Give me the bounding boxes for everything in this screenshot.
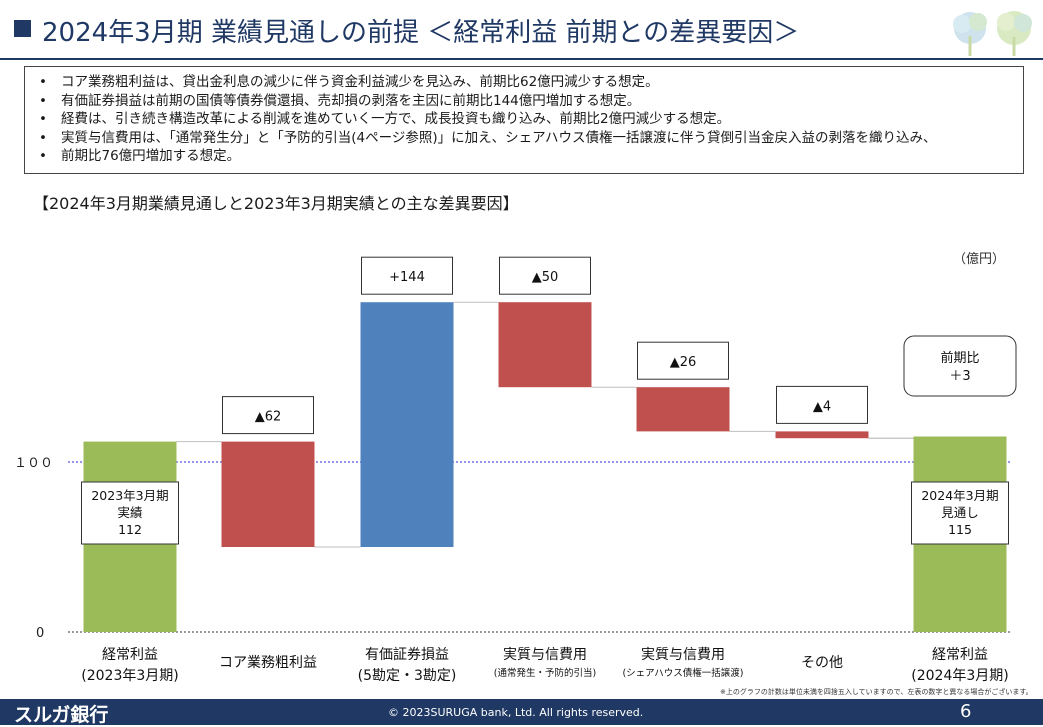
title-square-icon	[14, 20, 31, 37]
page-number: 6	[960, 701, 972, 722]
y-tick-100: １００	[14, 456, 53, 471]
brand-logo: スルガ銀行	[14, 704, 109, 726]
copyright: © 2023SURUGA bank, Ltd. All rights reser…	[388, 706, 644, 719]
summary-callout-line-1: ＋3	[949, 369, 970, 384]
category-label-3-0: 実質与信費用	[503, 647, 587, 663]
footer-bar: スルガ銀行 © 2023SURUGA bank, Ltd. All rights…	[0, 699, 1043, 726]
page-title: 2024年3月期 業績見通しの前提 ＜経常利益 前期との差異要因＞	[42, 18, 800, 48]
chart-title: 【2024年3月期業績見通しと2023年3月期実績との主な差異要因】	[33, 194, 519, 213]
title-bar: 2024年3月期 業績見通しの前提 ＜経常利益 前期との差異要因＞	[0, 0, 1043, 64]
bullet-credit-costs: 実質与信費用は、「通常発生分」と「予防的引当(4ページ参照)」に加え、シェアハウ…	[33, 129, 1013, 148]
bullet-credit-costs-cont: 前期比76億円増加する想定。	[33, 147, 1013, 166]
callout-box-1	[222, 396, 314, 435]
total-label-box-6	[911, 481, 1009, 545]
category-label-4-0: 実質与信費用	[641, 647, 725, 663]
total-label-line-6-2: 115	[948, 522, 972, 537]
total-label-line-6-1: 見通し	[941, 505, 979, 520]
category-label-0-0: 経常利益	[102, 647, 158, 663]
summary-callout-box	[903, 335, 1017, 397]
callout-label-2: +144	[389, 270, 425, 285]
callout-box-2	[361, 256, 453, 295]
callout-box-5	[776, 385, 868, 424]
tree-logo-icon	[953, 11, 1032, 56]
category-label-5-0: その他	[801, 655, 843, 671]
callout-box-3	[499, 256, 591, 295]
category-label-6-1: (2024年3月期)	[911, 668, 1008, 684]
callout-label-1: ▲62	[255, 410, 282, 425]
footnote: ※上のグラフの計数は単位未満を四捨五入していますので、左表の数字と異なる場合がご…	[720, 688, 1033, 696]
assumptions-box: コア業務粗利益は、貸出金利息の減少に伴う資金利益減少を見込み、前期比62億円減少…	[24, 66, 1024, 174]
category-label-4-1: (シェアハウス債権一括譲渡)	[622, 667, 743, 679]
callout-label-5: ▲4	[813, 399, 831, 414]
total-label-line-6-0: 2024年3月期	[921, 488, 998, 503]
bar-5	[775, 431, 869, 439]
title-underline	[0, 58, 1043, 60]
category-label-6-0: 経常利益	[932, 647, 988, 663]
total-label-line-0-1: 実績	[117, 505, 142, 520]
bar-1	[221, 441, 315, 547]
category-label-2-1: (5勘定・3勘定)	[358, 668, 457, 684]
callout-label-4: ▲26	[670, 355, 697, 370]
assumptions-list: コア業務粗利益は、貸出金利息の減少に伴う資金利益減少を見込み、前期比62億円減少…	[33, 73, 1013, 166]
category-label-0-1: (2023年3月期)	[81, 668, 178, 684]
unit-label: （億円）	[953, 252, 1006, 267]
category-label-3-1: (通常発生・予防的引当)	[494, 667, 596, 679]
category-label-2-0: 有価証券損益	[365, 647, 449, 663]
summary-callout-line-0: 前期比	[940, 350, 979, 366]
total-label-line-0-2: 112	[118, 522, 142, 537]
y-tick-0: 0	[36, 626, 44, 641]
bar-4	[636, 387, 730, 432]
callout-box-4	[637, 341, 729, 380]
waterfall-chart: １００ 0 2023年3月期実績 112 経常利益 (2023年3月期) ▲62 コア業務粗利…	[14, 256, 1017, 684]
bar-3	[498, 302, 592, 388]
bullet-securities: 有価証券損益は前期の国債等債券償還損、売却損の剥落を主因に前期比144億円増加す…	[33, 92, 1013, 111]
bullet-expenses: 経費は、引き続き構造改革による削減を進めていく一方で、成長投資も織り込み、前期比…	[33, 110, 1013, 129]
bullet-core-gross-profit: コア業務粗利益は、貸出金利息の減少に伴う資金利益減少を見込み、前期比62億円減少…	[33, 73, 1013, 92]
category-label-1-0: コア業務粗利益	[219, 655, 317, 671]
callout-label-3: ▲50	[532, 270, 559, 285]
bar-2	[360, 302, 454, 547]
total-label-box-0	[81, 481, 179, 545]
total-label-line-0-0: 2023年3月期	[91, 488, 168, 503]
